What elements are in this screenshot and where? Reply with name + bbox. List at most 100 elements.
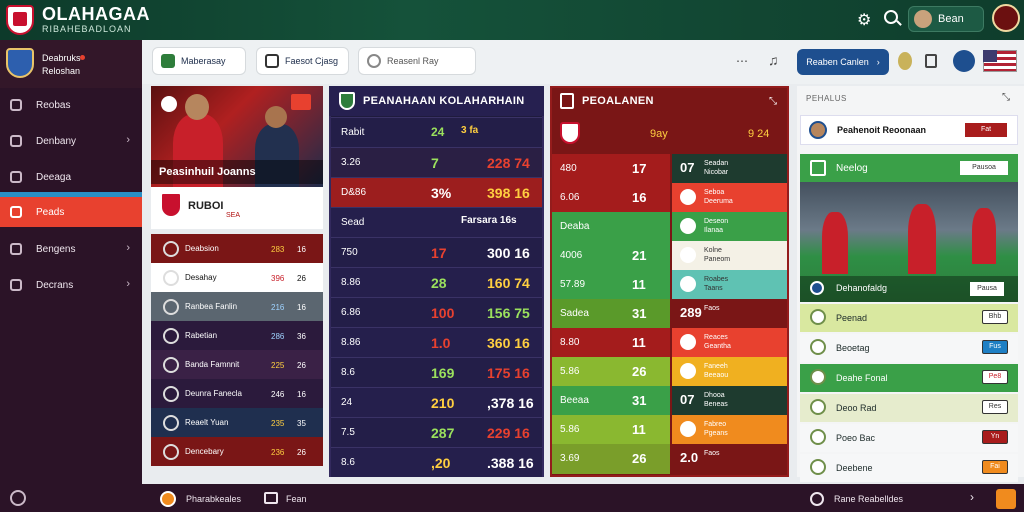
stat-score: 160 74 <box>487 275 530 291</box>
sidebar-item-peads[interactable]: Peads <box>0 197 142 227</box>
table-row[interactable]: Desahay 396 26 <box>151 263 323 292</box>
trophy-icon[interactable] <box>898 52 912 70</box>
stats-row[interactable]: Sead Farsara 16s <box>331 207 542 237</box>
list-item-button[interactable]: Pe8 <box>982 370 1008 384</box>
right-list-item[interactable]: Deahe Fonal Pe8 <box>800 364 1018 392</box>
stats-row[interactable]: Rabit 24 3 fa <box>331 117 542 147</box>
news-section-button[interactable]: Pausoa <box>960 161 1008 175</box>
fixture-row[interactable]: 57.89 11 Roabes Taans <box>552 270 787 300</box>
stats-row[interactable]: 8.6 169 175 16 <box>331 357 542 387</box>
list-item-button[interactable]: Bhb <box>982 310 1008 324</box>
team-badge-icon[interactable] <box>6 48 34 78</box>
app-icon[interactable] <box>160 491 176 507</box>
sidebar-item-bengens[interactable]: Bengens › <box>0 234 142 264</box>
table-row[interactable]: Deabsion 283 16 <box>151 234 323 263</box>
toolbar-chip-filter[interactable]: Faesot Cjasg <box>256 47 349 75</box>
right-list-item[interactable]: Deoo Rad Res <box>800 394 1018 422</box>
fixture-row[interactable]: 4006 21 Kolne Paneom <box>552 241 787 271</box>
sidebar-item-reobas[interactable]: Reobas <box>0 90 142 120</box>
stats-row[interactable]: 3.26 7 228 74 <box>331 147 542 177</box>
team-logo-icon <box>810 339 826 355</box>
stats-row[interactable]: 7.5 287 229 16 <box>331 417 542 447</box>
table-row[interactable]: Banda Famnnit 225 26 <box>151 350 323 379</box>
fixture-row[interactable]: 6.06 16 Seboa Deeruma <box>552 183 787 213</box>
sidebar-item-deeaga[interactable]: Deeaga <box>0 162 142 192</box>
stats-row[interactable]: 8.86 28 160 74 <box>331 267 542 297</box>
table-row[interactable]: Deunra Fanecla 246 16 <box>151 379 323 408</box>
stat-a: 225 <box>271 361 285 370</box>
stats-row[interactable]: D&86 3% 398 16 <box>331 177 542 207</box>
sidebar-item-label: Decrans <box>36 279 74 291</box>
table-row[interactable]: Rabetian 286 36 <box>151 321 323 350</box>
match-photo-button[interactable]: Pausa <box>970 282 1004 296</box>
fixture-label: Beeaa <box>560 395 589 406</box>
search-input[interactable]: Reasenl Ray <box>358 47 476 75</box>
expand-icon[interactable]: ⤡ <box>1002 92 1010 103</box>
list-item-button[interactable]: Fus <box>982 340 1008 354</box>
stat-value: 210 <box>431 395 455 411</box>
fixture-row[interactable]: 5.86 26 Faneeh Beeaou <box>552 357 787 387</box>
stat-label: 6.86 <box>341 307 361 318</box>
club-crest-icon[interactable] <box>992 4 1020 32</box>
settings-app-icon[interactable] <box>996 489 1016 509</box>
fixture-row[interactable]: Deaba Deseon Ilanaa <box>552 212 787 242</box>
list-item-button[interactable]: Fai <box>982 460 1008 474</box>
fixture-left-cell: 6.06 16 <box>552 183 670 213</box>
fixtures-header-b: 9 24 <box>748 128 770 140</box>
fixture-row[interactable]: 5.86 11 Fabreo Pgeans <box>552 415 787 445</box>
fixture-team-1: Roabes <box>704 276 729 283</box>
featured-player-card[interactable]: Peahenoit Reoonaan Fat <box>800 115 1018 145</box>
fixtures-subheader: 9ay 9 24 <box>552 116 787 152</box>
primary-cta-button[interactable]: Reaben Canlen › <box>797 49 889 75</box>
table-row[interactable]: Ranbea Fanlin 216 16 <box>151 292 323 321</box>
fixture-right-cell: 289 Faos <box>672 299 787 329</box>
profile-icon[interactable] <box>953 50 975 72</box>
sidebar-item-decrans[interactable]: Decrans › <box>0 270 142 300</box>
stat-a: 283 <box>271 245 285 254</box>
list-item-button[interactable]: Res <box>982 400 1008 414</box>
table-row[interactable]: Dencebary 236 26 <box>151 437 323 466</box>
collapse-icon[interactable]: ⤡ <box>769 95 777 107</box>
settings-icon[interactable]: ⚙ <box>857 12 872 29</box>
clipboard-icon[interactable] <box>925 54 937 68</box>
fixture-left-cell: 57.89 11 <box>552 270 670 300</box>
brand-logo[interactable] <box>6 5 34 35</box>
hero-image[interactable] <box>151 86 323 187</box>
fixture-row[interactable]: 3.69 26 2.0 Faos <box>552 444 787 474</box>
user-menu[interactable]: Bean <box>908 6 984 32</box>
stats-row[interactable]: 8.6 ,20 .388 16 <box>331 447 542 477</box>
fixture-score: 07 <box>680 160 695 175</box>
team-logo-icon <box>163 444 179 460</box>
chevron-right-icon: › <box>126 278 130 290</box>
sidebar-item-denbany[interactable]: Denbany › <box>0 126 142 156</box>
right-list-item[interactable]: Deebene Fai <box>800 454 1018 482</box>
fixture-row[interactable]: Beeaa 31 07 Dhooa Beneas <box>552 386 787 416</box>
refresh-icon[interactable] <box>810 492 824 506</box>
fixture-team-2: Beeaou <box>704 372 729 379</box>
right-list-item[interactable]: Peenad Bhb <box>800 304 1018 332</box>
chevron-right-icon[interactable]: › <box>970 490 974 504</box>
help-icon[interactable] <box>10 490 26 506</box>
more-icon[interactable]: ⋯ <box>736 54 748 68</box>
stat-a: 396 <box>271 274 285 283</box>
toolbar-chip-team[interactable]: Maberasay <box>152 47 246 75</box>
list-item-button[interactable]: Yn <box>982 430 1008 444</box>
stats-row[interactable]: 750 17 300 16 <box>331 237 542 267</box>
fixture-value: 21 <box>632 248 647 263</box>
stats-row[interactable]: 6.86 100 156 75 <box>331 297 542 327</box>
team-name: Rabetian <box>185 331 218 340</box>
bell-icon[interactable]: ♫ <box>768 52 779 68</box>
table-row[interactable]: Reaelt Yuan 235 35 <box>151 408 323 437</box>
team-name: Deabsion <box>185 244 219 253</box>
right-list-item[interactable]: Beoetag Fus <box>800 334 1018 362</box>
stats-row[interactable]: 8.86 1.0 360 16 <box>331 327 542 357</box>
search-icon[interactable] <box>884 10 898 24</box>
stats-row[interactable]: 24 210 ,378 16 <box>331 387 542 417</box>
chat-icon[interactable] <box>264 492 278 504</box>
fixture-right-cell: Seboa Deeruma <box>672 183 787 213</box>
fixture-row[interactable]: 8.80 11 Reaces Geantha <box>552 328 787 358</box>
fixture-row[interactable]: Sadea 31 289 Faos <box>552 299 787 329</box>
right-list-item[interactable]: Poeo Bac Yn <box>800 424 1018 452</box>
fixture-row[interactable]: 480 17 07 Seadan Nicobar <box>552 154 787 184</box>
fixture-left-cell: 5.86 26 <box>552 357 670 387</box>
